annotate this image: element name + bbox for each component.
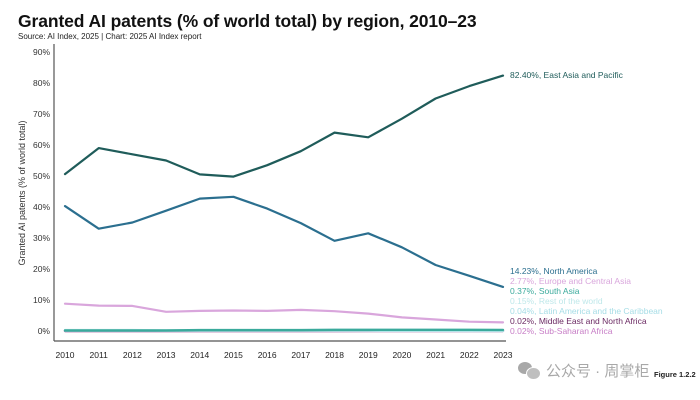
x-tick-label: 2017 xyxy=(291,350,310,360)
end-label-middle-east-and-north-africa: 0.02%, Middle East and North Africa xyxy=(510,316,647,326)
watermark-text: 公众号 · 周掌柜 xyxy=(546,363,650,380)
x-axis-ticks: 2010 2011 2012 2013 2014 2015 2016 2017 2018 2019… xyxy=(56,350,513,360)
series-line-south-asia xyxy=(63,328,505,332)
series-line-europe-and-central-asia xyxy=(63,302,505,324)
y-axis-ticks: 0% 10% 20% 30% 40% 50% 60% 70% 80% 90% xyxy=(33,47,50,336)
y-tick-label: 10% xyxy=(33,295,50,305)
chart-source: Source: AI Index, 2025 | Chart: 2025 AI … xyxy=(18,32,202,41)
y-tick-label: 80% xyxy=(33,78,50,88)
y-tick-label: 70% xyxy=(33,109,50,119)
y-tick-label: 90% xyxy=(33,47,50,57)
y-tick-label: 20% xyxy=(33,264,50,274)
end-label-sub-saharan-africa: 0.02%, Sub-Saharan Africa xyxy=(510,326,613,336)
y-tick-label: 40% xyxy=(33,202,50,212)
y-tick-label: 30% xyxy=(33,233,50,243)
y-tick-label: 50% xyxy=(33,171,50,181)
x-tick-label: 2011 xyxy=(90,350,109,360)
x-tick-label: 2018 xyxy=(325,350,344,360)
x-tick-label: 2019 xyxy=(359,350,378,360)
series-end-labels: 82.40%, East Asia and Pacific 14.23%, Nor… xyxy=(510,70,663,336)
end-label-latin-america-and-the-caribbean: 0.04%, Latin America and the Caribbean xyxy=(510,306,663,316)
x-tick-label: 2014 xyxy=(190,350,209,360)
chart-title: Granted AI patents (% of world total) by… xyxy=(18,11,477,31)
wechat-icon xyxy=(518,362,541,380)
x-tick-label: 2022 xyxy=(460,350,479,360)
end-label-rest-of-the-world: 0.15%, Rest of the world xyxy=(510,296,603,306)
y-tick-label: 0% xyxy=(38,326,51,336)
x-tick-label: 2012 xyxy=(123,350,142,360)
x-tick-label: 2021 xyxy=(426,350,445,360)
x-tick-label: 2015 xyxy=(224,350,243,360)
x-tick-label: 2010 xyxy=(56,350,75,360)
series-lines xyxy=(63,74,505,333)
series-line-east-asia-and-pacific xyxy=(63,74,505,178)
x-tick-label: 2013 xyxy=(157,350,176,360)
x-tick-label: 2020 xyxy=(392,350,411,360)
end-label-east-asia-and-pacific: 82.40%, East Asia and Pacific xyxy=(510,70,624,80)
x-tick-label: 2016 xyxy=(258,350,277,360)
end-label-south-asia: 0.37%, South Asia xyxy=(510,286,580,296)
end-label-europe-and-central-asia: 2.77%, Europe and Central Asia xyxy=(510,276,631,286)
watermark: 公众号 · 周掌柜 xyxy=(518,360,649,381)
figure-label: Figure 1.2.2 xyxy=(654,370,696,379)
end-label-north-america: 14.23%, North America xyxy=(510,266,598,276)
x-tick-label: 2023 xyxy=(494,350,513,360)
y-tick-label: 60% xyxy=(33,140,50,150)
series-line-north-america xyxy=(63,195,505,288)
